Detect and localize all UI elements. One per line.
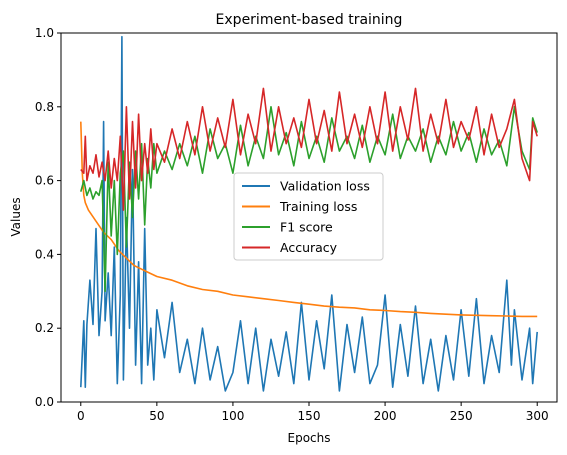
x-tick-label: 300	[526, 409, 549, 423]
legend-label-accuracy: Accuracy	[280, 240, 338, 255]
series-line-validation-loss	[80, 35, 538, 392]
chart-title: Experiment-based training	[216, 12, 403, 28]
y-tick-label: 0.2	[35, 321, 54, 335]
legend: Validation loss Training loss F1 score Accu…	[233, 172, 384, 261]
y-tick-label: 0.6	[35, 174, 54, 188]
legend-box	[233, 172, 384, 261]
x-tick-label: 50	[149, 409, 164, 423]
legend-label-training-loss: Training loss	[279, 199, 357, 214]
y-tick-label: 0.8	[35, 100, 54, 114]
x-tick-label: 0	[77, 409, 85, 423]
y-tick-label: 0.0	[35, 395, 54, 409]
series-layer	[80, 35, 538, 392]
x-tick-label: 250	[450, 409, 473, 423]
y-tick-label: 0.4	[35, 247, 54, 261]
series-line-f1-score	[80, 106, 538, 293]
x-tick-label: 150	[298, 409, 321, 423]
series-line-accuracy	[80, 87, 538, 211]
legend-label-validation-loss: Validation loss	[280, 179, 370, 194]
x-axis: 0 50 100 150 200 250 300	[77, 402, 549, 423]
x-tick-label: 200	[374, 409, 397, 423]
y-tick-label: 1.0	[35, 26, 54, 40]
legend-label-f1-score: F1 score	[280, 220, 333, 235]
x-axis-label: Epochs	[288, 431, 331, 445]
y-axis-label: Values	[9, 197, 23, 236]
x-tick-label: 100	[221, 409, 244, 423]
y-axis: 0.0 0.2 0.4 0.6 0.8 1.0	[35, 26, 61, 409]
